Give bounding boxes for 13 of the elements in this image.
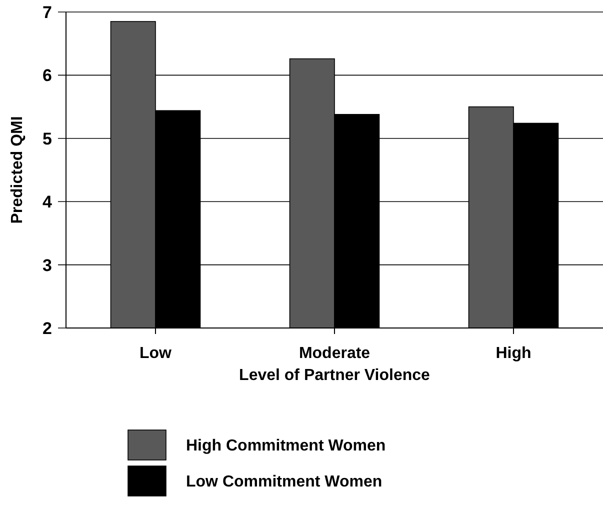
y-tick-label: 4: [42, 192, 53, 212]
legend-label: High Commitment Women: [186, 438, 386, 455]
y-axis-title: Predicted QMI: [9, 116, 26, 224]
y-tick-label: 7: [42, 2, 52, 22]
y-tick-label: 2: [42, 318, 52, 338]
x-tick-label: Low: [140, 345, 172, 362]
x-tick-label: Moderate: [298, 345, 370, 362]
legend-label: Low Commitment Women: [186, 474, 382, 491]
x-axis-title: Level of Partner Violence: [239, 367, 430, 384]
y-tick-label: 6: [42, 66, 52, 86]
x-tick-label: High: [496, 345, 532, 362]
y-tick-label: 5: [42, 129, 52, 148]
y-tick-label: 3: [42, 256, 52, 275]
